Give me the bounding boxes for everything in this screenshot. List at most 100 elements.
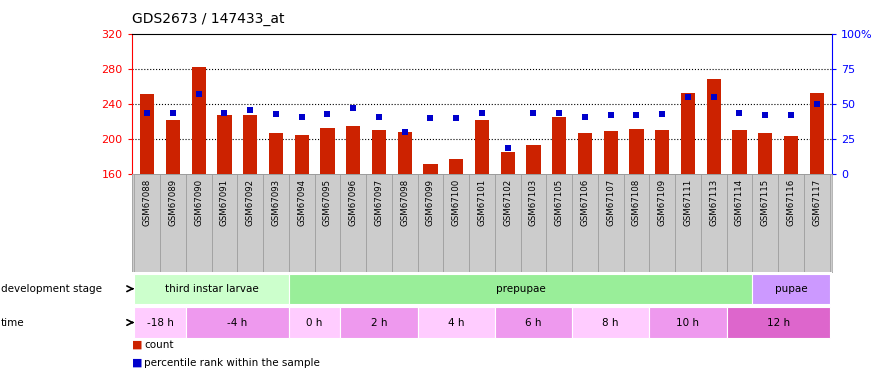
Bar — [288, 174, 314, 272]
Bar — [521, 174, 546, 272]
Bar — [810, 93, 824, 174]
Bar — [212, 174, 238, 272]
Text: 10 h: 10 h — [676, 318, 700, 327]
Point — [655, 111, 669, 117]
Point — [398, 129, 412, 135]
Text: GSM67102: GSM67102 — [503, 179, 512, 226]
Bar — [526, 146, 540, 174]
Bar — [392, 174, 417, 272]
Point — [629, 112, 643, 118]
Text: GSM67105: GSM67105 — [554, 179, 563, 226]
Text: GSM67115: GSM67115 — [761, 179, 770, 226]
Point — [732, 110, 747, 116]
Bar — [160, 174, 186, 272]
Text: third instar larvae: third instar larvae — [165, 284, 258, 294]
Bar — [134, 274, 288, 304]
Text: GSM67089: GSM67089 — [168, 179, 177, 226]
Bar — [650, 308, 726, 338]
Point — [191, 91, 206, 97]
Bar — [469, 174, 495, 272]
Point — [707, 94, 721, 100]
Bar — [288, 308, 340, 338]
Text: GSM67108: GSM67108 — [632, 179, 641, 226]
Bar — [398, 132, 412, 174]
Bar — [366, 174, 392, 272]
Bar — [340, 174, 366, 272]
Bar — [320, 128, 335, 174]
Point — [810, 101, 824, 107]
Text: GSM67117: GSM67117 — [813, 179, 821, 226]
Bar — [186, 174, 212, 272]
Text: GSM67091: GSM67091 — [220, 179, 229, 226]
Point — [758, 112, 773, 118]
Text: GSM67114: GSM67114 — [735, 179, 744, 226]
Text: time: time — [1, 318, 25, 327]
Text: 4 h: 4 h — [448, 318, 465, 327]
Point — [243, 106, 257, 112]
Text: GSM67094: GSM67094 — [297, 179, 306, 226]
Bar — [572, 308, 650, 338]
Point — [500, 145, 514, 151]
Text: prepupae: prepupae — [496, 284, 546, 294]
Bar — [655, 129, 669, 174]
Bar — [650, 174, 676, 272]
Bar — [495, 174, 521, 272]
Bar — [346, 126, 360, 174]
Bar — [186, 308, 288, 338]
Text: ■: ■ — [132, 357, 142, 368]
Point — [140, 110, 154, 116]
Text: 8 h: 8 h — [603, 318, 619, 327]
Bar — [598, 174, 624, 272]
Bar — [707, 80, 721, 174]
Point — [346, 105, 360, 111]
Text: GSM67109: GSM67109 — [658, 179, 667, 226]
Text: GSM67116: GSM67116 — [787, 179, 796, 226]
Bar — [784, 136, 798, 174]
Bar — [700, 174, 726, 272]
Bar — [243, 115, 257, 174]
Text: GSM67090: GSM67090 — [194, 179, 203, 226]
Point — [526, 110, 540, 116]
Point — [320, 111, 335, 117]
Text: development stage: development stage — [1, 284, 101, 294]
Bar — [191, 67, 206, 174]
Text: 6 h: 6 h — [525, 318, 542, 327]
Bar — [134, 174, 160, 272]
Bar — [681, 93, 695, 174]
Point — [269, 111, 283, 117]
Text: GDS2673 / 147433_at: GDS2673 / 147433_at — [132, 12, 284, 26]
Text: GSM67100: GSM67100 — [452, 179, 461, 226]
Point — [552, 110, 566, 116]
Point — [475, 110, 490, 116]
Bar — [314, 174, 340, 272]
Bar — [417, 308, 495, 338]
Bar — [552, 117, 566, 174]
Bar — [475, 120, 489, 174]
Text: -4 h: -4 h — [227, 318, 247, 327]
Text: GSM67095: GSM67095 — [323, 179, 332, 226]
Bar — [758, 133, 773, 174]
Text: 12 h: 12 h — [766, 318, 789, 327]
Bar — [732, 130, 747, 174]
Point — [372, 114, 386, 120]
Text: 2 h: 2 h — [370, 318, 387, 327]
Bar — [443, 174, 469, 272]
Bar — [726, 308, 829, 338]
Bar — [340, 308, 417, 338]
Point — [295, 114, 309, 120]
Bar — [140, 93, 154, 174]
Bar — [495, 308, 572, 338]
Bar — [424, 164, 438, 174]
Bar — [449, 159, 464, 174]
Point — [578, 114, 592, 120]
Point — [603, 112, 618, 118]
Point — [217, 110, 231, 116]
Bar — [624, 174, 650, 272]
Text: ■: ■ — [132, 339, 142, 350]
Point — [681, 94, 695, 100]
Text: GSM67097: GSM67097 — [375, 179, 384, 226]
Bar — [629, 129, 643, 174]
Bar — [288, 274, 752, 304]
Text: GSM67093: GSM67093 — [271, 179, 280, 226]
Text: GSM67107: GSM67107 — [606, 179, 615, 226]
